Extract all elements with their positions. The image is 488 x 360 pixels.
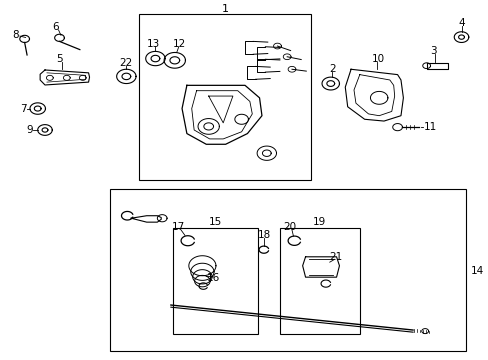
Text: 19: 19 xyxy=(312,217,325,227)
Text: 9: 9 xyxy=(26,125,33,135)
Text: 4: 4 xyxy=(457,18,464,28)
Text: 16: 16 xyxy=(206,273,219,283)
Text: 12: 12 xyxy=(173,39,186,49)
Text: 15: 15 xyxy=(208,217,222,227)
Text: 18: 18 xyxy=(258,230,271,240)
Text: 6: 6 xyxy=(52,22,59,32)
Text: 10: 10 xyxy=(371,54,384,64)
Text: 14: 14 xyxy=(470,266,484,276)
Bar xyxy=(173,228,258,334)
Text: 21: 21 xyxy=(328,252,342,262)
Text: 11: 11 xyxy=(424,122,437,132)
Text: 3: 3 xyxy=(429,46,436,57)
Text: 8: 8 xyxy=(13,30,19,40)
Text: 7: 7 xyxy=(20,104,26,113)
Text: 22: 22 xyxy=(120,58,133,68)
Text: 17: 17 xyxy=(171,222,184,232)
Text: 2: 2 xyxy=(329,64,335,74)
Bar xyxy=(279,228,359,334)
Text: 1: 1 xyxy=(222,4,229,14)
Text: 20: 20 xyxy=(283,222,296,232)
Bar xyxy=(110,189,466,351)
Text: 13: 13 xyxy=(146,39,159,49)
Bar xyxy=(139,14,311,180)
Text: 5: 5 xyxy=(56,54,62,64)
